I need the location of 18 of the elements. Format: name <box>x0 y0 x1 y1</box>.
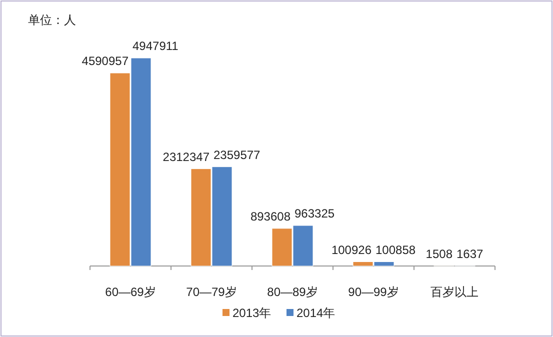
data-label: 4947911 <box>132 39 179 53</box>
data-label: 893608 <box>250 209 291 224</box>
data-label: 2359577 <box>214 148 261 162</box>
x-tick-label: 80—89岁 <box>267 285 318 299</box>
data-label: 1508 <box>426 246 453 261</box>
x-tick-label: 百岁以上 <box>430 285 478 299</box>
legend-label: 2014年 <box>296 306 336 320</box>
x-tick-label: 60—69岁 <box>105 285 156 299</box>
x-tick-label: 70—79岁 <box>186 285 237 299</box>
legend-label: 2013年 <box>232 306 272 320</box>
data-label: 2312347 <box>162 150 210 164</box>
data-label: 100858 <box>376 242 416 257</box>
x-tick-label: 90—99岁 <box>348 285 399 299</box>
data-label: 1637 <box>456 246 484 261</box>
data-label: 100926 <box>331 242 372 257</box>
data-label: 4590957 <box>82 54 129 68</box>
text: 单位：人 <box>28 13 76 27</box>
data-label: 963325 <box>294 206 335 221</box>
